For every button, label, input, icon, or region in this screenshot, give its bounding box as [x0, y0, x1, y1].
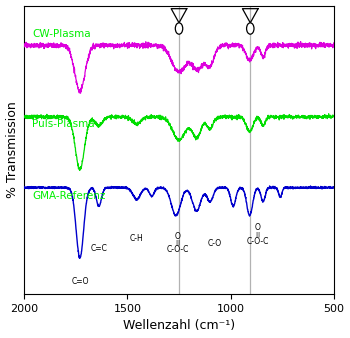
X-axis label: Wellenzahl (cm⁻¹): Wellenzahl (cm⁻¹)	[123, 319, 235, 333]
Text: CW-Plasma: CW-Plasma	[32, 29, 91, 39]
Y-axis label: % Transmission: % Transmission	[6, 101, 19, 198]
Text: O: O	[254, 223, 260, 232]
Text: C-H: C-H	[130, 234, 144, 243]
Text: C-O-C: C-O-C	[246, 237, 269, 246]
Ellipse shape	[246, 23, 254, 34]
Text: C=O: C=O	[71, 277, 89, 286]
Ellipse shape	[175, 23, 183, 34]
Text: C-O-C: C-O-C	[167, 245, 189, 254]
Text: C=C: C=C	[90, 244, 107, 253]
Text: GMA-Referenz: GMA-Referenz	[32, 191, 106, 201]
Text: $\mathdefault{||}$: $\mathdefault{||}$	[175, 238, 181, 247]
Text: Puls-Plasma: Puls-Plasma	[32, 119, 95, 129]
Text: $\mathdefault{||}$: $\mathdefault{||}$	[255, 230, 260, 239]
Text: C-O: C-O	[208, 239, 222, 248]
Text: O: O	[175, 232, 181, 241]
